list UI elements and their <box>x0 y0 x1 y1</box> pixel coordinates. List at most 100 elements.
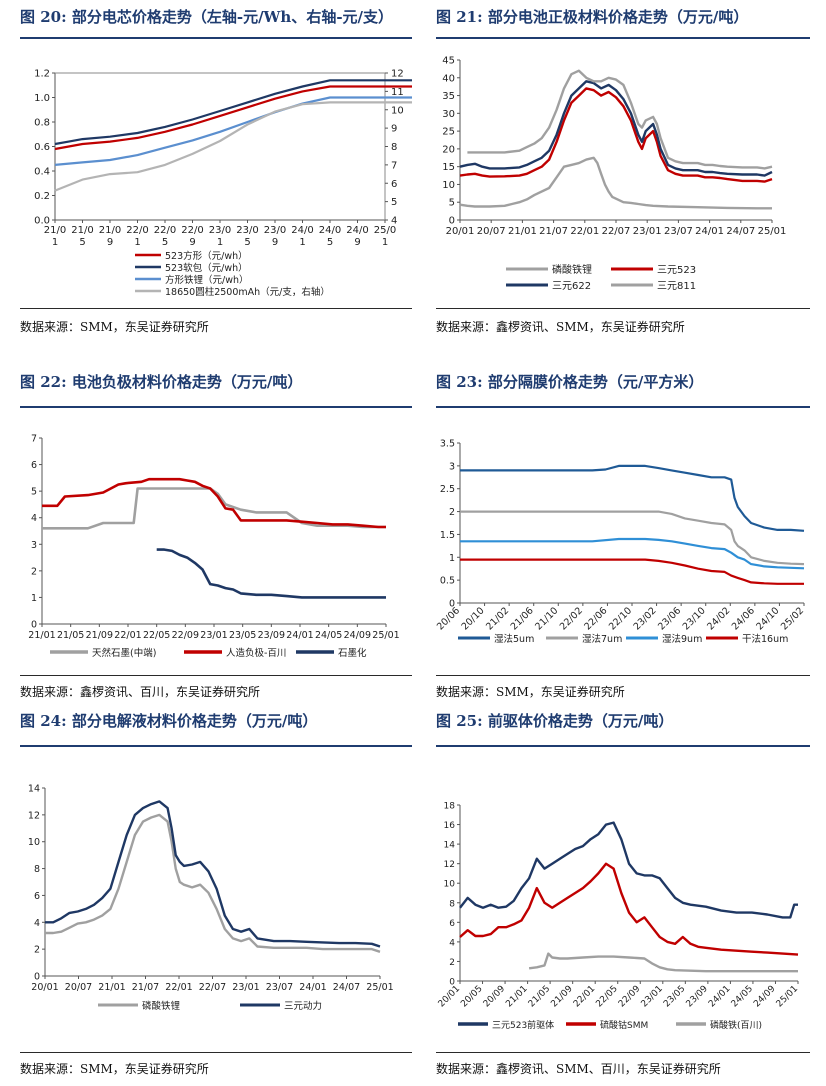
y-tick-label: 10 <box>28 837 40 848</box>
x-tick-label: 25/01 <box>758 226 787 237</box>
x-tick-label: 23/09 <box>258 630 285 641</box>
x-tick-label-sub: 9 <box>107 237 113 248</box>
chart-source: 数据来源：鑫椤资讯、SMM，东吴证券研究所 <box>436 320 685 334</box>
chart-source: 数据来源：鑫椤资讯、百川，东吴证券研究所 <box>20 685 261 699</box>
y-tick-label: 12 <box>444 860 455 870</box>
y-tick-label: 25 <box>442 127 455 138</box>
x-tick-label: 24/0 <box>319 225 341 236</box>
chart-title: 图 22: 电池负极材料价格走势（万元/吨） <box>20 373 303 391</box>
y2-tick-label: 11 <box>391 87 404 98</box>
y-tick-label: 14 <box>28 784 40 795</box>
y-tick-label: 5 <box>31 487 37 498</box>
y-tick-label: 20 <box>442 144 455 155</box>
x-tick-label-sub: 5 <box>162 237 168 248</box>
x-tick-label: 25/01 <box>775 984 800 1009</box>
legend-label-3: 干法16um <box>742 633 788 645</box>
x-tick-label: 22/01 <box>570 226 599 237</box>
x-tick-label: 22/0 <box>181 225 203 236</box>
x-tick-label: 24/05 <box>315 630 342 641</box>
x-tick-label: 20/06 <box>436 605 462 632</box>
y2-tick-label: 12 <box>391 69 404 80</box>
x-tick-label: 22/07 <box>602 226 631 237</box>
legend-label-1: 三元动力 <box>284 1000 322 1012</box>
y-tick-label: 4 <box>34 918 40 929</box>
x-tick-label: 23/06 <box>656 605 683 632</box>
legend-label-2: 方形铁锂（元/wh） <box>165 274 249 286</box>
series-line-0 <box>460 464 805 532</box>
chart-source: 数据来源：SMM，东吴证券研究所 <box>20 320 209 334</box>
legend-label-0: 三元523前驱体 <box>492 1019 554 1031</box>
x-tick-label: 23/0 <box>264 225 286 236</box>
y2-tick-label: 5 <box>391 197 397 208</box>
x-tick-label: 20/07 <box>65 982 92 993</box>
y-tick-label: 1 <box>449 553 455 564</box>
series-line-1 <box>459 87 773 183</box>
x-tick-label: 23/01 <box>200 630 227 641</box>
x-tick-label: 21/0 <box>44 225 66 236</box>
y-tick-label: 6 <box>449 919 455 929</box>
y2-tick-label: 10 <box>391 105 404 116</box>
x-tick-label: 23/10 <box>681 605 708 632</box>
y-tick-label: 6 <box>31 460 37 471</box>
series-line-0 <box>45 813 381 953</box>
chart-title: 图 21: 部分电池正极材料价格走势（万元/吨） <box>436 8 749 26</box>
series-line-1 <box>45 800 381 948</box>
series-line-0 <box>459 821 798 919</box>
panel-fig21: 图 21: 部分电池正极材料价格走势（万元/吨） 0 5 10 15 20 25 30 35 4… <box>436 0 810 345</box>
chart-c23: 0 0.5 1 1.5 2 2.5 3 3.5 20/0620/1021/0221/0621/1… <box>436 439 806 646</box>
legend-label-1: 硫酸钴SMM <box>600 1019 648 1031</box>
x-tick-label: 22/09 <box>172 630 199 641</box>
chart-title: 图 20: 部分电芯价格走势（左轴-元/Wh、右轴-元/支） <box>20 8 394 26</box>
panel-fig25: 图 25: 前驱体价格走势（万元/吨） 0 2 4 6 8 10 12 14 16 18 20/01… <box>436 708 810 1086</box>
legend-label-1: 523软包（元/wh） <box>165 262 248 274</box>
y-tick-label: 3 <box>449 461 455 472</box>
x-tick-label: 24/01 <box>695 226 724 237</box>
y-tick-label: 4 <box>449 938 455 948</box>
x-tick-label-sub: 5 <box>244 237 250 248</box>
y-tick-label: 12 <box>28 810 40 821</box>
legend-label-0: 湿法5um <box>494 633 534 645</box>
y2-tick-label: 6 <box>391 179 397 190</box>
x-tick-label: 22/0 <box>126 225 148 236</box>
series-line-1 <box>42 477 386 529</box>
title-rule <box>436 745 810 747</box>
series-line-3 <box>54 101 412 192</box>
series-line-2 <box>528 952 798 973</box>
series-line-1 <box>54 79 412 146</box>
x-tick-label: 23/01 <box>232 982 259 993</box>
y-tick-label: 18 <box>444 802 456 812</box>
x-tick-label: 24/09 <box>344 630 371 641</box>
legend-label-2: 湿法9um <box>662 633 702 645</box>
x-tick-label: 22/01 <box>114 630 141 641</box>
x-tick-label: 20/01 <box>446 226 475 237</box>
y-tick-label: 1 <box>31 593 37 604</box>
x-tick-label: 22/09 <box>617 984 643 1010</box>
x-tick-label: 23/09 <box>685 984 711 1010</box>
x-tick-label: 21/01 <box>504 984 529 1009</box>
y-tick-label: 5 <box>449 198 455 209</box>
legend-label-0: 523方形（元/wh） <box>165 250 248 262</box>
x-tick-label: 25/01 <box>372 630 399 641</box>
chart-c25: 0 2 4 6 8 10 12 14 16 18 20/0120/0520/0921/0121/05… <box>437 802 800 1032</box>
x-tick-label: 21/0 <box>71 225 93 236</box>
x-tick-label: 23/05 <box>662 984 687 1009</box>
x-tick-label: 23/02 <box>632 605 659 632</box>
source-rule <box>20 675 412 676</box>
x-tick-label: 25/01 <box>366 982 393 993</box>
x-tick-label: 23/05 <box>229 630 256 641</box>
chart-title: 图 23: 部分隔膜价格走势（元/平方米） <box>436 373 704 391</box>
y-tick-label: 15 <box>442 162 455 173</box>
x-tick-label: 21/07 <box>132 982 159 993</box>
x-tick-label: 22/07 <box>199 982 226 993</box>
y-tick-label: 0 <box>449 978 455 988</box>
legend-label-2: 三元622 <box>552 281 591 292</box>
y-tick-label: 8 <box>34 864 40 875</box>
x-tick-label: 21/01 <box>98 982 125 993</box>
chart-c20: 0.00.20.40.60.81.01.245678910111221/0121… <box>34 69 412 298</box>
x-tick-label: 21/0 <box>99 225 121 236</box>
x-tick-label: 23/0 <box>209 225 231 236</box>
y-tick-label: 2 <box>449 958 455 968</box>
x-tick-label: 24/07 <box>726 226 755 237</box>
y-tick-label: 4 <box>31 513 37 524</box>
title-rule <box>20 745 412 747</box>
